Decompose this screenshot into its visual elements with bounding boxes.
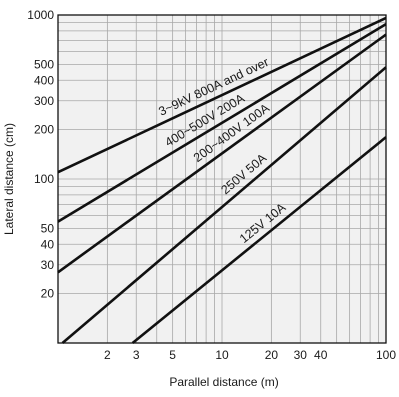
y-tick-label: 200 [34, 123, 54, 137]
y-axis-label: Lateral distance (cm) [2, 123, 16, 235]
y-tick-label: 500 [34, 57, 54, 71]
x-tick-label: 5 [169, 348, 176, 362]
x-tick-label: 100 [376, 348, 396, 362]
y-tick-label: 40 [41, 237, 55, 251]
x-tick-label: 3 [133, 348, 140, 362]
x-tick-label: 30 [294, 348, 308, 362]
series-line-5 [131, 136, 387, 345]
x-tick-label: 20 [265, 348, 279, 362]
y-tick-label: 50 [41, 221, 55, 235]
y-tick-label: 1000 [27, 8, 54, 22]
y-tick-label: 100 [34, 172, 54, 186]
x-axis-ticks: 2 3 5 10 20 30 40 100 [104, 348, 396, 362]
series-lines [57, 16, 387, 345]
series-line-1 [57, 16, 387, 174]
y-tick-label: 400 [34, 73, 54, 87]
grid [58, 15, 386, 343]
y-tick-label: 30 [41, 258, 55, 272]
series-line-3 [57, 33, 387, 274]
x-tick-label: 2 [104, 348, 111, 362]
series-line-4 [61, 66, 387, 344]
series-line-2 [57, 22, 387, 223]
x-tick-label: 10 [215, 348, 229, 362]
y-axis-ticks: 20 30 40 50 100 200 300 400 500 1000 [27, 8, 54, 301]
x-axis-label: Parallel distance (m) [169, 375, 278, 389]
y-tick-label: 300 [34, 94, 54, 108]
x-tick-label: 40 [314, 348, 328, 362]
plot-frame [57, 14, 387, 344]
y-tick-label: 20 [41, 287, 55, 301]
